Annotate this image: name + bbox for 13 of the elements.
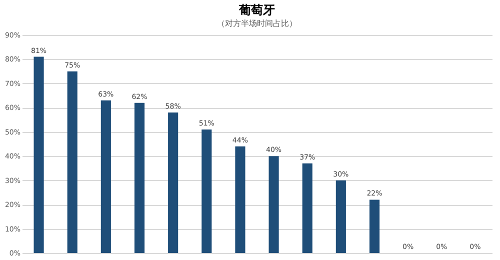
bar [34,56,44,253]
bar [134,102,145,253]
bar [168,112,178,253]
bar [268,156,279,253]
chart-title: 葡萄牙 [238,3,275,17]
bar [100,100,111,253]
bar [235,146,246,253]
bar [336,180,346,253]
bar [67,71,78,253]
chart-subtitle: （对方半场时间占比） [217,19,297,28]
bar [202,129,212,253]
bar [302,163,312,253]
bar [369,200,380,253]
